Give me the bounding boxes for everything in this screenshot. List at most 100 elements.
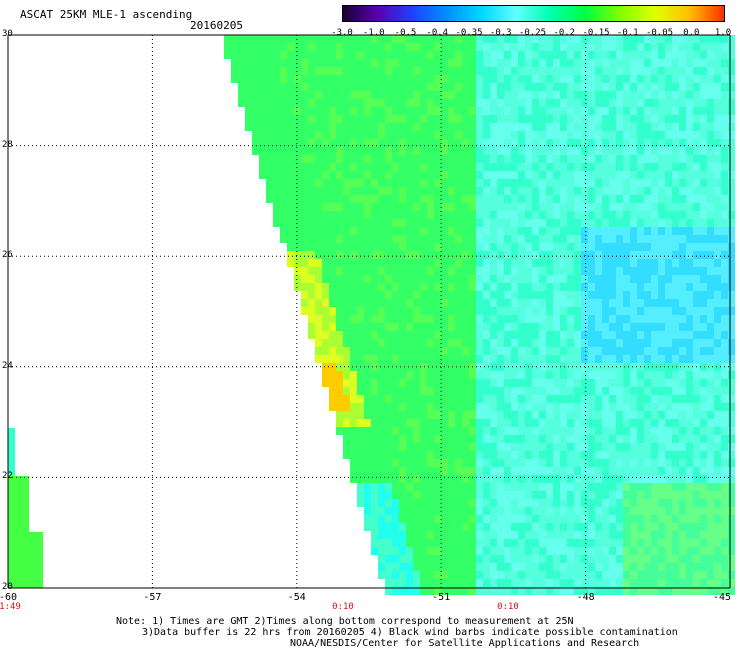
swath-cell [700,131,707,139]
swath-cell [700,75,707,83]
swath-cell [581,35,588,43]
swath-cell [651,115,658,123]
swath-cell [462,443,469,451]
swath-cell [637,435,644,443]
swath-cell [413,51,420,59]
swath-cell [679,459,686,467]
swath-cell [630,43,637,51]
swath-cell [693,155,700,163]
swath-cell [231,67,238,75]
swath-cell [392,219,399,227]
swath-cell [476,107,483,115]
swath-cell [490,571,497,579]
swath-cell [378,131,385,139]
swath-cell [567,243,574,251]
swath-cell [714,531,721,539]
swath-cell [427,563,434,571]
swath-cell [497,491,504,499]
swath-cell [329,35,336,43]
swath-cell [672,355,679,363]
swath-cell [525,323,532,331]
swath-cell [434,155,441,163]
swath-cell [308,59,315,67]
swath-cell [714,59,721,67]
swath-cell [728,451,735,459]
swath-cell [462,259,469,267]
swath-cell [36,556,43,564]
swath-cell [385,331,392,339]
swath-cell [462,147,469,155]
swath-cell [728,219,735,227]
swath-cell [644,435,651,443]
swath-cell [707,587,714,595]
swath-cell [721,515,728,523]
swath-cell [623,67,630,75]
swath-cell [511,51,518,59]
swath-cell [714,443,721,451]
swath-cell [581,259,588,267]
swath-cell [497,251,504,259]
swath-cell [686,59,693,67]
swath-cell [322,243,329,251]
swath-cell [483,571,490,579]
swath-cell [693,419,700,427]
swath-cell [301,283,308,291]
swath-cell [259,147,266,155]
swath-cell [406,91,413,99]
swath-cell [637,227,644,235]
swath-cell [476,499,483,507]
swath-cell [525,371,532,379]
swath-cell [378,459,385,467]
swath-cell [728,163,735,171]
swath-cell [595,43,602,51]
swath-cell [637,35,644,43]
swath-cell [553,179,560,187]
swath-cell [490,491,497,499]
swath-cell [707,59,714,67]
swath-cell [399,83,406,91]
swath-cell [637,147,644,155]
swath-cell [511,459,518,467]
swath-cell [553,467,560,475]
swath-cell [308,163,315,171]
swath-cell [518,363,525,371]
swath-cell [469,251,476,259]
swath-cell [644,91,651,99]
swath-cell [574,507,581,515]
swath-cell [497,163,504,171]
swath-cell [700,491,707,499]
swath-cell [462,171,469,179]
swath-cell [364,203,371,211]
swath-cell [273,123,280,131]
swath-cell [315,139,322,147]
swath-cell [539,387,546,395]
swath-cell [490,347,497,355]
swath-cell [637,123,644,131]
swath-cell [595,163,602,171]
swath-cell [469,91,476,99]
swath-cell [378,67,385,75]
swath-cell [546,547,553,555]
swath-cell [448,475,455,483]
swath-cell [350,259,357,267]
swath-cell [679,163,686,171]
swath-cell [315,227,322,235]
swath-cell [371,139,378,147]
swath-cell [455,547,462,555]
swath-cell [623,147,630,155]
swath-cell [539,235,546,243]
swath-cell [651,587,658,595]
swath-cell [609,403,616,411]
swath-cell [567,459,574,467]
swath-cell [301,99,308,107]
swath-cell [329,139,336,147]
swath-cell [455,219,462,227]
swath-cell [448,427,455,435]
swath-cell [469,163,476,171]
swath-cell [546,491,553,499]
swath-cell [266,51,273,59]
swath-cell [371,171,378,179]
swath-cell [595,347,602,355]
swath-cell [567,315,574,323]
swath-cell [686,315,693,323]
